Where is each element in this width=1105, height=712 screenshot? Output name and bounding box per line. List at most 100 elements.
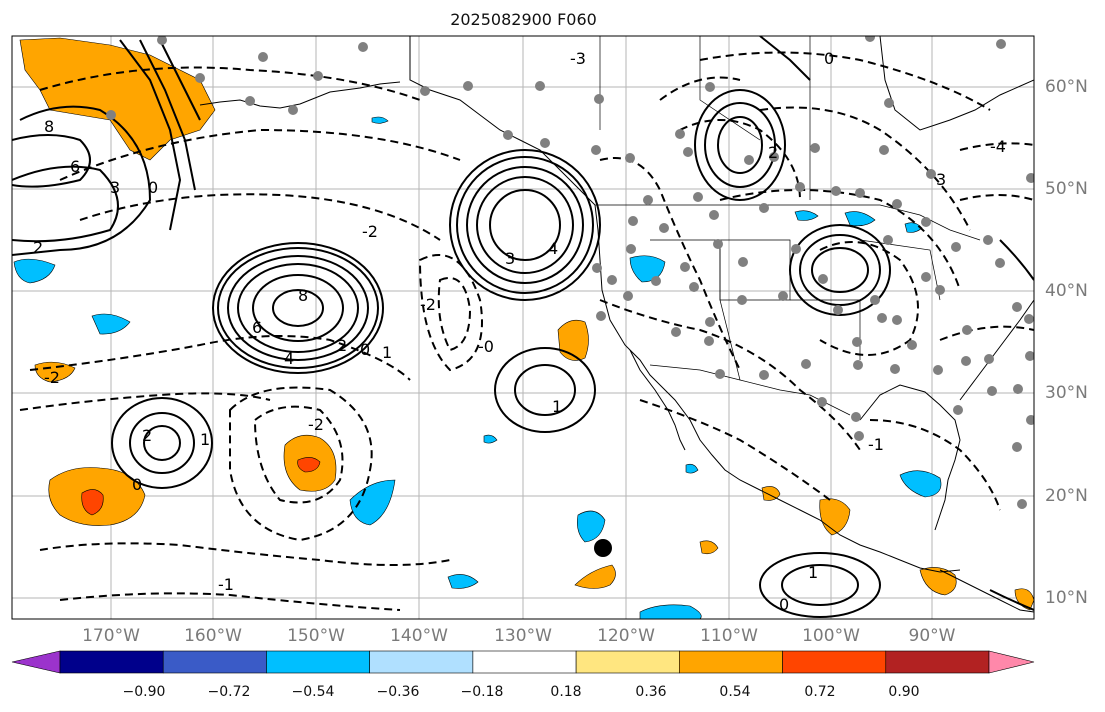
- colorbar-label: −0.18: [460, 684, 504, 700]
- high-pressure-130w: [449, 149, 601, 301]
- lon-label-160w: 160°W: [184, 626, 242, 646]
- contour-label: 4: [548, 239, 558, 258]
- colorbar: [11, 650, 1035, 674]
- orange-area-alaska: [19, 37, 216, 161]
- contour-label: 2: [768, 143, 778, 162]
- shaded-anomaly-areas: [13, 37, 1034, 619]
- contour-label: 2: [337, 336, 347, 355]
- colorbar-label: −0.36: [376, 684, 420, 700]
- contour-label: 3: [936, 170, 946, 189]
- lon-label-170w: 170°W: [82, 626, 140, 646]
- contour-label: 2: [142, 426, 152, 445]
- high-pressure-south: [759, 552, 881, 618]
- contour-label: -2: [362, 222, 378, 241]
- storm-marker: [594, 539, 612, 557]
- blue-area-great-plains: [794, 210, 819, 221]
- contour-label: 0: [824, 49, 834, 68]
- contour-label: -1: [218, 575, 234, 594]
- contour-label: 1: [552, 397, 562, 416]
- blue-area-pacific: [447, 574, 479, 589]
- orange-area-baja: [557, 319, 589, 361]
- colorbar-label: −0.72: [207, 684, 251, 700]
- colorbar-segment: [575, 650, 680, 674]
- blue-area-pacific-small2: [483, 434, 498, 444]
- contour-label: -1: [868, 435, 884, 454]
- contour-label: 1: [200, 430, 210, 449]
- orange-area-east-pacific-3: [761, 486, 781, 501]
- map-frame: [11, 35, 1035, 620]
- colorbar-extend-high: [988, 650, 1035, 674]
- red-area-hawaii-north: [297, 457, 321, 473]
- red-area-north-pacific: [81, 489, 104, 516]
- colorbar-segment: [369, 650, 474, 674]
- blue-area-west: [13, 258, 56, 284]
- orange-area-west-pacific: [34, 361, 76, 383]
- colorbar-segment: [885, 650, 990, 674]
- contour-label: 0: [360, 340, 370, 359]
- contour-label: 6: [252, 318, 262, 337]
- colorbar-label: −0.90: [122, 684, 166, 700]
- contour-label: 0: [779, 595, 789, 614]
- colorbar-segment: [162, 650, 267, 674]
- central-america: [939, 569, 1034, 613]
- orange-area-east-pacific: [574, 564, 616, 589]
- blue-area-south: [639, 604, 702, 619]
- contour-label: -0: [478, 337, 494, 356]
- colorbar-label: 0.54: [719, 684, 751, 700]
- contour-labels: 8 6 3 0 2 -2 4 6 8 2 0 1 -2 2 1 3 4 -0 -…: [33, 49, 1006, 614]
- hudson-coast: [879, 36, 1034, 131]
- colorbar-label: 0.36: [635, 684, 667, 700]
- contour-label: 3: [110, 178, 120, 197]
- blue-area-pacific-small3: [685, 463, 699, 474]
- lon-label-100w: 100°W: [802, 626, 860, 646]
- solid-contours: [12, 36, 1034, 618]
- blue-area-pacific-small: [371, 116, 389, 124]
- colorbar-label: 0.72: [804, 684, 836, 700]
- lon-label-90w: 90°W: [908, 626, 956, 646]
- dashed-contours: [19, 51, 1034, 611]
- contour-label: -2: [44, 368, 60, 387]
- lat-label-40n: 40°N: [1045, 281, 1088, 301]
- blue-area-great-lakes: [844, 211, 876, 227]
- lon-label-120w: 120°W: [597, 626, 655, 646]
- colorbar-label: −0.54: [291, 684, 335, 700]
- lon-label-140w: 140°W: [390, 626, 448, 646]
- contour-label: 8: [44, 117, 54, 136]
- contour-label: -2: [308, 415, 324, 434]
- high-pressure-canada: [694, 89, 786, 201]
- colorbar-segment: [59, 650, 164, 674]
- gulf-coast: [859, 384, 961, 531]
- high-pressure-mid-us: [789, 224, 891, 316]
- east-coast: [959, 299, 1034, 401]
- us-canada-border: [595, 204, 981, 241]
- contour-label: 4: [284, 349, 294, 368]
- contour-label: -3: [570, 49, 586, 68]
- colorbar-extend-low: [11, 650, 61, 674]
- orange-area-gulf: [1014, 588, 1034, 611]
- colorbar-segment: [266, 650, 370, 674]
- contour-label: 0: [148, 178, 158, 197]
- blue-area-gulf: [899, 470, 942, 498]
- orange-area-east-pacific-2: [699, 540, 719, 555]
- contour-label: 1: [808, 563, 818, 582]
- blue-area-hawaii: [349, 479, 396, 526]
- contour-label: 1: [382, 343, 392, 362]
- contour-label: 0: [132, 475, 142, 494]
- orange-area-central-america: [919, 567, 957, 596]
- colorbar-label: 0.18: [550, 684, 582, 700]
- west-coast: [594, 204, 961, 573]
- lat-label-20n: 20°N: [1045, 486, 1088, 506]
- contour-label: 2: [33, 238, 43, 257]
- lat-label-60n: 60°N: [1045, 77, 1088, 97]
- lon-label-150w: 150°W: [287, 626, 345, 646]
- lon-label-110w: 110°W: [700, 626, 758, 646]
- high-pressure-baja: [494, 347, 596, 433]
- station-dots: [106, 36, 1034, 509]
- colorbar-segment: [679, 650, 783, 674]
- high-pressure-160w: [212, 242, 384, 374]
- colorbar-segment: [472, 650, 577, 674]
- us-mexico-border: [649, 364, 851, 416]
- blue-area-west-2: [91, 313, 131, 335]
- high-pressure-north-pacific: [111, 397, 213, 489]
